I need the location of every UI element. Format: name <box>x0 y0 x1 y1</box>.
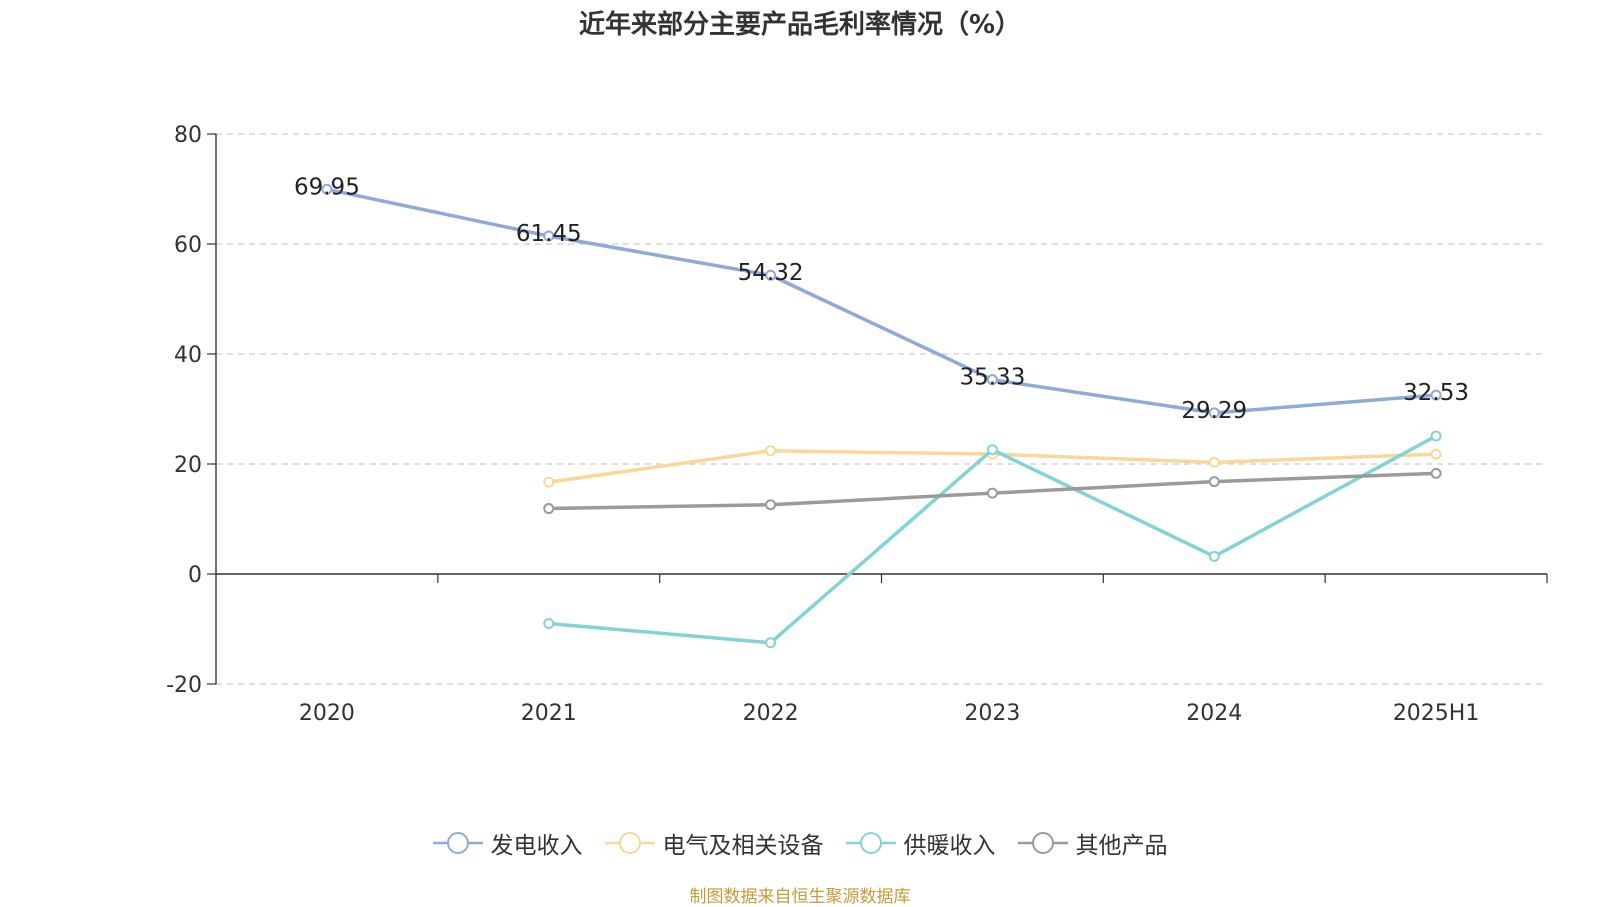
data-label: 61.45 <box>516 221 582 247</box>
y-tick-label: -20 <box>166 673 202 698</box>
legend-swatch-icon <box>432 832 483 854</box>
data-point <box>986 444 998 456</box>
data-point <box>543 230 555 242</box>
data-point <box>765 445 777 457</box>
data-point <box>1430 448 1442 460</box>
data-point <box>543 476 555 488</box>
data-label: 69.95 <box>294 174 360 200</box>
series-line <box>548 434 1437 645</box>
data-point <box>1208 476 1220 488</box>
legend-item[interactable]: 其他产品 <box>1017 826 1168 860</box>
x-tick-label: 2024 <box>1186 701 1242 726</box>
source-note: 制图数据来自恒生聚源数据库 <box>689 887 911 907</box>
y-tick-label: 60 <box>174 233 202 258</box>
data-point <box>765 269 777 281</box>
y-tick-label: 80 <box>174 123 202 148</box>
y-tick-label: 0 <box>188 563 202 588</box>
legend-swatch-icon <box>604 832 655 854</box>
legend-label: 其他产品 <box>1075 833 1168 859</box>
x-tick-label: 2021 <box>521 701 577 726</box>
data-point <box>543 503 555 515</box>
legend-swatch-icon <box>845 832 896 854</box>
data-label: 32.53 <box>1403 380 1469 406</box>
data-point <box>986 374 998 386</box>
legend-item[interactable]: 发电收入 <box>432 826 583 860</box>
legend-label: 发电收入 <box>490 833 583 859</box>
x-tick-label: 2025H1 <box>1393 701 1480 726</box>
data-point <box>1430 467 1442 479</box>
grid-lines <box>216 133 1547 685</box>
series-lines <box>321 183 1442 649</box>
data-label: 29.29 <box>1181 398 1247 424</box>
legend-item[interactable]: 电气及相关设备 <box>604 826 824 860</box>
series-line <box>326 187 1437 415</box>
data-point <box>543 618 555 629</box>
data-point <box>1208 456 1220 468</box>
data-point <box>1430 389 1442 401</box>
data-labels: 69.95 61.45 54.32 35.33 29.29 32.53 <box>294 174 1469 424</box>
data-point <box>321 183 333 195</box>
axes: -20 0 20 40 60 80 2020 2021 2022 2023 2024 2025H1 <box>166 123 1548 726</box>
x-tick-label: 2022 <box>743 701 799 726</box>
chart-title: 近年来部分主要产品毛利率情况（%） <box>578 10 1022 40</box>
data-point <box>1208 407 1220 419</box>
x-tick-label: 2020 <box>299 701 355 726</box>
data-point <box>986 487 998 499</box>
data-point <box>765 499 777 511</box>
data-point <box>1430 430 1442 442</box>
y-tick-label: 20 <box>174 453 202 478</box>
y-tick-label: 40 <box>174 343 202 368</box>
x-tick-label: 2023 <box>964 701 1020 726</box>
legend-item[interactable]: 供暖收入 <box>845 826 996 860</box>
legend-swatch-icon <box>1017 832 1068 854</box>
legend: 发电收入 电气及相关设备 供暖收入 其他产品 <box>0 826 1600 860</box>
data-point <box>1208 550 1220 562</box>
data-label: 54.32 <box>738 260 804 286</box>
legend-label: 供暖收入 <box>903 833 996 859</box>
data-label: 35.33 <box>959 365 1025 391</box>
data-point <box>765 637 777 649</box>
legend-label: 电气及相关设备 <box>662 833 824 859</box>
